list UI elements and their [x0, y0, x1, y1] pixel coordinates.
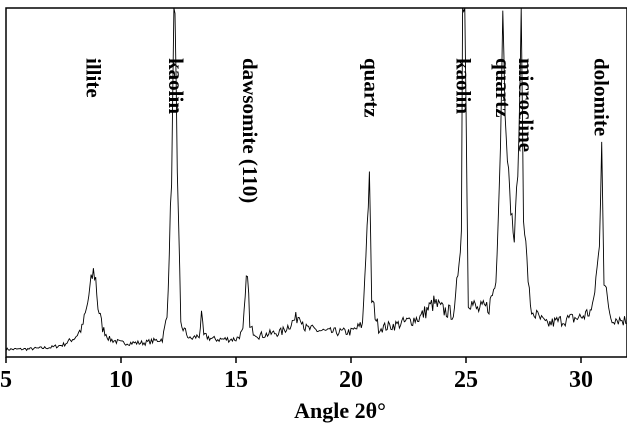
x-tick-label: 30	[569, 367, 593, 393]
peak-label: microcline	[514, 58, 538, 152]
peak-label: quartz	[491, 58, 515, 118]
x-tick-label: 5	[0, 367, 12, 393]
plot-frame	[5, 7, 627, 358]
x-tick-label: 15	[224, 367, 248, 393]
x-tick-labels: 5 10 15 20 25 30	[0, 367, 593, 393]
x-tick-label: 10	[109, 367, 133, 393]
x-axis-title: Angle 2θ°	[294, 398, 386, 423]
peak-label: quartz	[360, 58, 384, 118]
peak-label: dawsomite (110)	[238, 58, 262, 203]
diffraction-trace	[5, 7, 627, 352]
x-tick-label: 20	[339, 367, 363, 393]
x-tick-label: 25	[454, 367, 478, 393]
peak-label: kaolin	[452, 58, 476, 114]
peak-label: kaolin	[164, 58, 188, 114]
peak-label: dolomite	[590, 58, 614, 136]
x-ticks	[5, 357, 582, 363]
peak-labels: illite kaolin dawsomite (110) quartz kaolin q…	[81, 58, 613, 203]
peak-label: illite	[81, 58, 105, 98]
